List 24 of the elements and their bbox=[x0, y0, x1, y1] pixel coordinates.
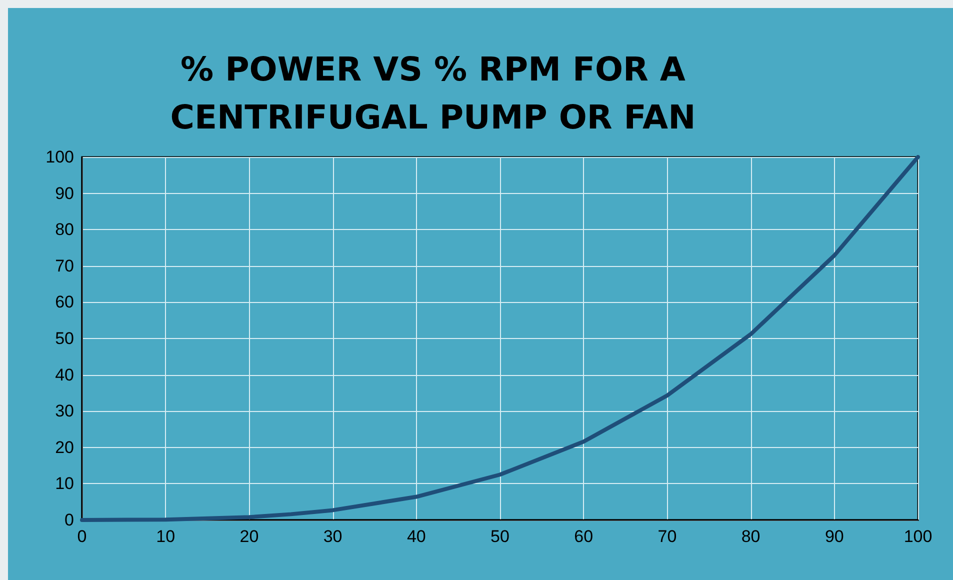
x-tick-label: 90 bbox=[824, 527, 844, 546]
y-tick-label: 20 bbox=[55, 438, 74, 457]
y-tick-label: 30 bbox=[55, 402, 74, 421]
x-tick-label: 70 bbox=[658, 527, 677, 546]
y-tick-label: 50 bbox=[55, 329, 74, 348]
x-tick-label: 40 bbox=[406, 527, 426, 546]
y-tick-label: 80 bbox=[55, 220, 74, 240]
x-tick-label: 100 bbox=[904, 527, 932, 546]
x-tick-label: 50 bbox=[490, 527, 510, 546]
y-tick-label: 10 bbox=[55, 474, 74, 494]
line-series bbox=[80, 155, 920, 522]
x-tick-label: 30 bbox=[323, 527, 342, 546]
y-tick-label: 0 bbox=[64, 510, 74, 530]
x-tick-label: 20 bbox=[240, 527, 259, 546]
x-tick-label: 80 bbox=[741, 527, 760, 546]
y-tick-label: 70 bbox=[55, 256, 74, 276]
chart-title: % POWER VS % RPM FOR A CENTRIFUGAL PUMP OR FAN bbox=[170, 50, 696, 136]
x-tick-label: 0 bbox=[77, 527, 87, 546]
x-tick-label: 60 bbox=[574, 527, 594, 546]
y-tick-label: 100 bbox=[46, 148, 74, 166]
x-tick-label: 10 bbox=[156, 527, 176, 546]
y-tick-label: 40 bbox=[55, 365, 74, 384]
y-tick-label: 60 bbox=[55, 292, 74, 312]
y-tick-label: 90 bbox=[55, 184, 74, 203]
